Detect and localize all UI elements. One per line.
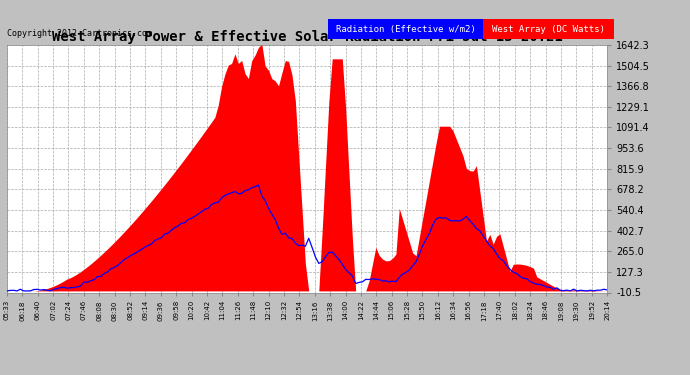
Text: Radiation (Effective w/m2): Radiation (Effective w/m2) xyxy=(335,25,475,34)
Title: West Array Power & Effective Solar Radiation Fri Jul 13 20:21: West Array Power & Effective Solar Radia… xyxy=(52,30,562,44)
Text: West Array (DC Watts): West Array (DC Watts) xyxy=(492,25,605,34)
Text: Copyright 2012 Cartronics.com: Copyright 2012 Cartronics.com xyxy=(7,28,152,38)
